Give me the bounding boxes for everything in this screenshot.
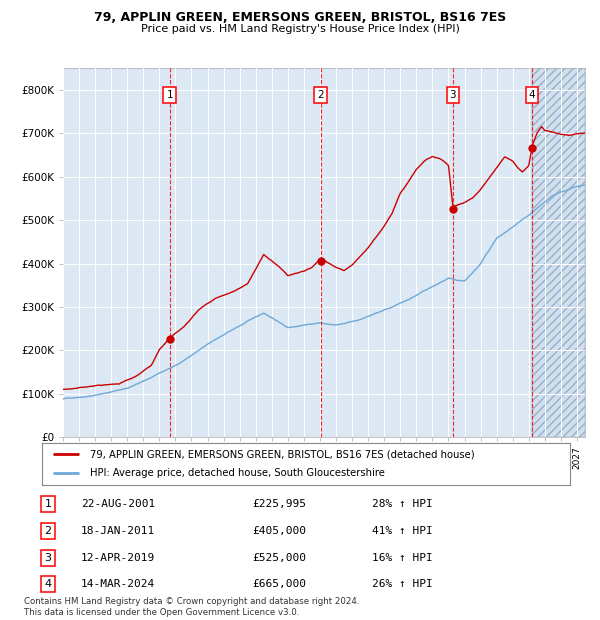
Text: 3: 3 (449, 90, 456, 100)
Text: Price paid vs. HM Land Registry's House Price Index (HPI): Price paid vs. HM Land Registry's House … (140, 24, 460, 33)
Text: 18-JAN-2011: 18-JAN-2011 (81, 526, 155, 536)
Text: £665,000: £665,000 (252, 579, 306, 590)
Text: 4: 4 (529, 90, 535, 100)
Text: 2: 2 (317, 90, 324, 100)
Text: 1: 1 (44, 499, 52, 510)
Text: 12-APR-2019: 12-APR-2019 (81, 552, 155, 563)
Text: 28% ↑ HPI: 28% ↑ HPI (372, 499, 433, 510)
Text: 41% ↑ HPI: 41% ↑ HPI (372, 526, 433, 536)
Text: 1: 1 (166, 90, 173, 100)
Text: 14-MAR-2024: 14-MAR-2024 (81, 579, 155, 590)
Text: HPI: Average price, detached house, South Gloucestershire: HPI: Average price, detached house, Sout… (89, 469, 385, 479)
Text: Contains HM Land Registry data © Crown copyright and database right 2024.
This d: Contains HM Land Registry data © Crown c… (24, 598, 359, 617)
Text: 16% ↑ HPI: 16% ↑ HPI (372, 552, 433, 563)
Text: 2: 2 (44, 526, 52, 536)
Text: £225,995: £225,995 (252, 499, 306, 510)
Text: £525,000: £525,000 (252, 552, 306, 563)
Bar (532, 68, 585, 437)
Text: 22-AUG-2001: 22-AUG-2001 (81, 499, 155, 510)
Text: 79, APPLIN GREEN, EMERSONS GREEN, BRISTOL, BS16 7ES: 79, APPLIN GREEN, EMERSONS GREEN, BRISTO… (94, 11, 506, 24)
Text: 4: 4 (44, 579, 52, 590)
Text: £405,000: £405,000 (252, 526, 306, 536)
Bar (532, 68, 585, 437)
Text: 79, APPLIN GREEN, EMERSONS GREEN, BRISTOL, BS16 7ES (detached house): 79, APPLIN GREEN, EMERSONS GREEN, BRISTO… (89, 449, 474, 459)
Text: 26% ↑ HPI: 26% ↑ HPI (372, 579, 433, 590)
Text: 3: 3 (44, 552, 52, 563)
